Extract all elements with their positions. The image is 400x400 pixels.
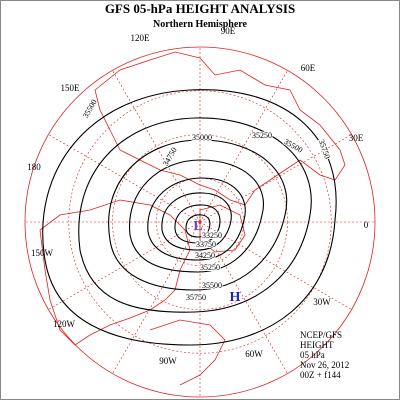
coast-eurasia bbox=[94, 51, 346, 206]
meridian bbox=[112, 221, 201, 374]
longitude-label: 150E bbox=[61, 83, 81, 93]
contour-label: 35500 bbox=[202, 281, 222, 290]
contour bbox=[78, 117, 312, 313]
longitude-label: 0 bbox=[364, 220, 369, 230]
title: GFS 05-hPa HEIGHT ANALYSIS bbox=[105, 1, 295, 16]
coast-greenland bbox=[199, 204, 246, 253]
high-center: H bbox=[230, 290, 241, 305]
longitude-label: 30E bbox=[349, 133, 364, 143]
low-center: L bbox=[193, 219, 202, 234]
coastlines bbox=[39, 51, 346, 386]
contours bbox=[42, 89, 337, 346]
contour-label: 35000 bbox=[192, 133, 212, 142]
meridian bbox=[199, 70, 288, 223]
contour bbox=[174, 204, 221, 244]
contour-label: 35250 bbox=[252, 131, 272, 140]
info-line: 05 hPa bbox=[300, 350, 325, 360]
info-line: NCEP/GFS bbox=[300, 330, 342, 340]
contour-label: 33250 bbox=[202, 231, 222, 240]
contour bbox=[147, 177, 246, 261]
meridian bbox=[48, 221, 201, 310]
contour-label: 34250 bbox=[195, 251, 215, 260]
longitude-label: 120W bbox=[53, 319, 76, 329]
info-line: HEIGHT bbox=[300, 340, 334, 350]
subtitle: Northern Hemisphere bbox=[153, 19, 248, 30]
longitude-label: 60E bbox=[301, 63, 316, 73]
meridian bbox=[199, 221, 288, 374]
contour-label: 35750 bbox=[186, 293, 206, 302]
info-line: 00Z + f144 bbox=[300, 370, 341, 380]
contour bbox=[161, 192, 232, 251]
coast-north-america bbox=[39, 199, 191, 346]
contour bbox=[129, 159, 264, 273]
contour-label: 33750 bbox=[196, 240, 216, 249]
longitude-label: 150W bbox=[31, 248, 54, 258]
meridian bbox=[112, 70, 201, 223]
longitude-label: 30W bbox=[313, 297, 331, 307]
latitude-circle bbox=[68, 90, 332, 354]
info-line: Nov 26, 2012 bbox=[300, 360, 349, 370]
latitude-circle bbox=[112, 134, 288, 310]
longitude-label: 120E bbox=[131, 33, 151, 43]
longitude-label: 90W bbox=[159, 356, 177, 366]
longitude-label: 60W bbox=[245, 349, 263, 359]
meridian bbox=[48, 134, 201, 223]
map-boundary bbox=[24, 46, 376, 398]
contour-label: 35250 bbox=[200, 263, 220, 272]
longitude-label: 180 bbox=[27, 162, 41, 172]
contour bbox=[42, 89, 337, 346]
contour bbox=[108, 139, 288, 291]
coast-south-america bbox=[149, 319, 226, 386]
longitude-label: 90E bbox=[221, 26, 236, 36]
contour bbox=[185, 214, 211, 238]
